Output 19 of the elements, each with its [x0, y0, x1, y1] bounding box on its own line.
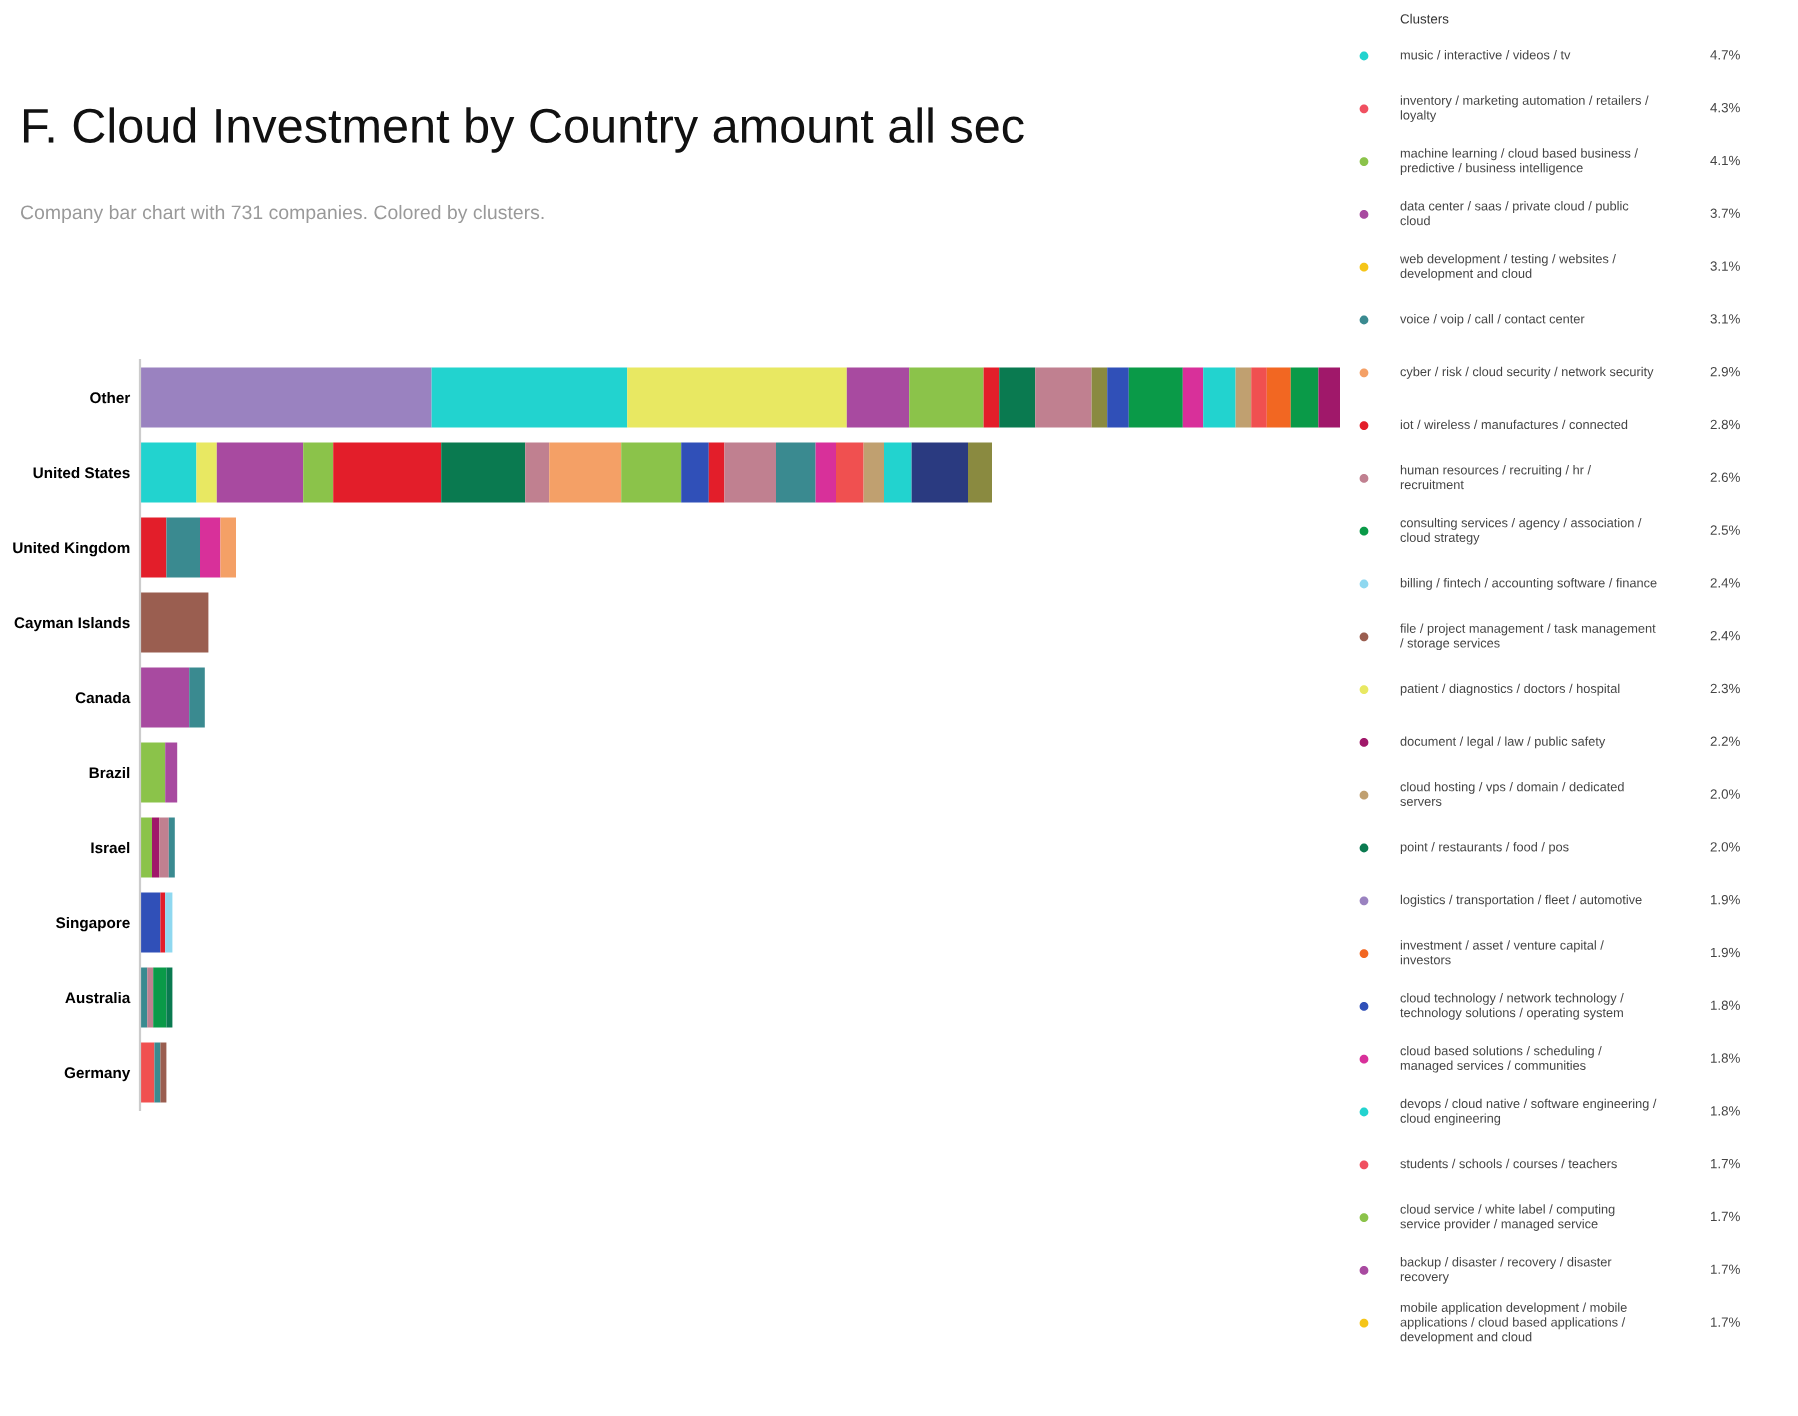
bar [1107, 367, 1129, 428]
bar [140, 742, 166, 803]
bar [627, 367, 847, 428]
bar [165, 892, 173, 953]
bar [154, 1042, 161, 1103]
chart-title: F. Cloud Investment by Country amount all sec [23, 107, 1024, 153]
bar [1266, 367, 1291, 428]
bar [166, 517, 200, 578]
bar [836, 442, 864, 503]
bar [160, 1042, 167, 1103]
bar [140, 817, 152, 878]
bar [189, 667, 205, 728]
bar [140, 367, 432, 428]
bar [1251, 367, 1267, 428]
chart-subtitle: Company bar chart with 731 companies. Colored by clusters. [20, 204, 544, 224]
bar [911, 442, 968, 503]
bar [1318, 367, 1340, 428]
bar [968, 442, 992, 503]
bar [681, 442, 709, 503]
